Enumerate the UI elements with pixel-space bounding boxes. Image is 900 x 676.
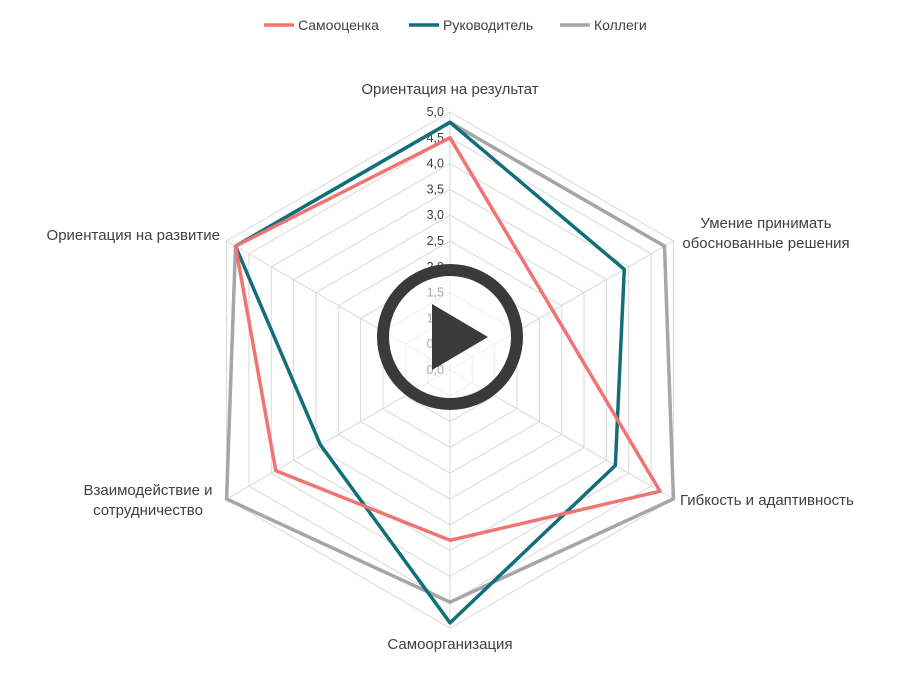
category-label: Ориентация на результат bbox=[361, 81, 538, 98]
play-icon[interactable] bbox=[432, 304, 488, 370]
category-label: Самоорганизация bbox=[387, 636, 512, 653]
tick-label: 3,0 bbox=[427, 208, 444, 222]
data-series bbox=[224, 120, 676, 625]
category-label: Гибкость и адаптивность bbox=[680, 492, 854, 509]
category-label: Умение принимать обоснованные решения bbox=[682, 215, 849, 252]
legend-label: Самооценка bbox=[298, 17, 379, 33]
category-label: Ориентация на развитие bbox=[47, 227, 220, 244]
series-line bbox=[233, 136, 662, 543]
legend-label: Коллеги bbox=[594, 17, 647, 33]
tick-label: 2,5 bbox=[427, 234, 444, 248]
play-button[interactable] bbox=[377, 264, 523, 410]
legend-label: Руководитель bbox=[443, 17, 533, 33]
tick-label: 3,5 bbox=[427, 182, 444, 196]
category-label: Взаимодействие и сотрудничество bbox=[83, 482, 212, 519]
legend: Самооценка Руководитель Коллеги bbox=[264, 17, 647, 33]
category-labels: Ориентация на результат Умение принимать о… bbox=[47, 81, 854, 653]
tick-label: 4,0 bbox=[427, 157, 444, 171]
tick-label: 5,0 bbox=[427, 105, 444, 119]
